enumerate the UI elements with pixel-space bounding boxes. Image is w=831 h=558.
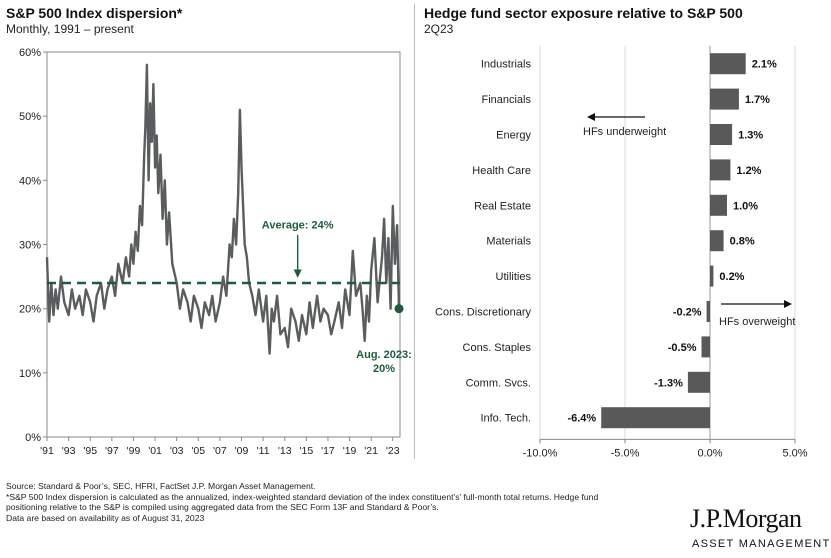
latest-point (394, 304, 404, 314)
y-tick-label: 0% (25, 432, 41, 444)
y-tick-label: 40% (19, 175, 41, 187)
bar-value-label: 1.3% (738, 130, 763, 142)
bar-value-label: -0.2% (673, 307, 702, 319)
category-label: Real Estate (474, 200, 531, 212)
bar-cons-staples (701, 336, 710, 358)
category-label: Cons. Staples (463, 342, 532, 354)
y-tick-label: 20% (19, 304, 41, 316)
x-tick-label: -10.0% (523, 447, 558, 459)
category-label: Comm. Svcs. (466, 377, 531, 389)
bar-real-estate (710, 194, 727, 216)
x-tick-label: '09 (235, 445, 249, 457)
x-tick-label: 5.0% (782, 447, 807, 459)
bar-financials (710, 88, 739, 110)
underweight-label: HFs underweight (583, 126, 666, 138)
bar-value-label: 2.1% (752, 59, 777, 71)
bar-comm-svcs (687, 371, 710, 393)
bar-value-label: -6.4% (567, 413, 596, 425)
category-label: Materials (486, 236, 531, 248)
bar-materials (710, 230, 724, 252)
dispersion-chart-title: S&P 500 Index dispersion* (6, 5, 183, 21)
bar-info-tech (601, 407, 710, 429)
overweight-label: HFs overweight (719, 316, 795, 328)
bar-cons-discretionary (706, 301, 710, 322)
bar-value-label: 1.2% (736, 165, 761, 177)
x-tick-label: 0.0% (697, 447, 722, 459)
bar-value-label: 0.2% (719, 271, 744, 283)
footer-note-2: positioning relative to the S&P is compi… (6, 502, 439, 513)
x-tick-label: '15 (299, 445, 313, 457)
bar-energy (710, 124, 733, 145)
dispersion-series-line (45, 63, 401, 355)
bar-industrials (710, 53, 746, 75)
x-tick-label: -5.0% (611, 447, 640, 459)
bar-value-label: 1.7% (745, 94, 770, 106)
x-tick-label: '95 (83, 445, 97, 457)
y-tick-label: 50% (19, 111, 41, 123)
asset-management-logo-text: ASSET MANAGEMENT (692, 538, 831, 550)
bar-health-care (710, 159, 731, 181)
plot-frame (46, 51, 401, 438)
bar-value-label: 1.0% (733, 200, 758, 212)
category-label: Utilities (496, 271, 532, 283)
exposure-bar-chart: Industrials Financials Energy Health Care Re… (435, 46, 808, 459)
x-tick-label: '03 (170, 445, 184, 457)
bar-value-label: -0.5% (668, 342, 697, 354)
footer-source: Source: Standard & Poor’s, SEC, HFRI, Fa… (6, 481, 316, 491)
x-tick-label: '19 (343, 445, 357, 457)
category-label: Info. Tech. (480, 413, 531, 425)
dispersion-chart-subtitle: Monthly, 1991 – present (6, 22, 134, 36)
category-label: Energy (496, 130, 531, 142)
exposure-chart-subtitle: 2Q23 (424, 22, 454, 36)
y-tick-label: 60% (19, 47, 41, 59)
bar-utilities (710, 265, 714, 287)
x-tick-label: '91 (40, 445, 54, 457)
footer-note-1: *S&P 500 Index dispersion is calculated … (6, 491, 599, 502)
category-label: Cons. Discretionary (435, 307, 531, 319)
overweight-annotation: HFs overweight (719, 300, 795, 328)
x-tick-label: '21 (364, 445, 378, 457)
x-tick-label: '13 (278, 445, 292, 457)
exposure-chart-title: Hedge fund sector exposure relative to S… (424, 5, 743, 21)
y-tick-label: 30% (19, 240, 41, 252)
dispersion-line-chart: 0% 10% 20% 30% 40% 50% 60% '91 '93 '95 '97 '99 '01 '… (19, 47, 412, 457)
average-label: Average: 24% (262, 219, 334, 231)
underweight-annotation: HFs underweight (583, 113, 666, 138)
footer-notes: Source: Standard & Poor’s, SEC, HFRI, Fa… (6, 481, 666, 523)
latest-label-line1: Aug. 2023: (356, 349, 412, 361)
x-tick-label: '99 (127, 445, 141, 457)
latest-label-line2: 20% (373, 363, 395, 375)
average-arrow (293, 234, 302, 278)
chart-divider (414, 4, 415, 459)
x-tick-label: '07 (213, 445, 227, 457)
x-tick-label: '23 (386, 445, 400, 457)
x-tick-label: '11 (257, 445, 270, 457)
x-tick-label: '01 (148, 445, 162, 457)
bar-value-label: -1.3% (654, 377, 683, 389)
x-tick-label: '97 (105, 445, 119, 457)
x-tick-label: '17 (321, 445, 335, 457)
x-tick-label: '05 (191, 445, 205, 457)
category-label: Industrials (481, 59, 532, 71)
jpmorgan-logo: J.P.Morgan (690, 504, 802, 533)
footer-availability: Data are based on availability as of Aug… (6, 512, 205, 523)
bar-value-label: 0.8% (730, 236, 755, 248)
y-tick-label: 10% (19, 368, 41, 380)
x-tick-label: '93 (62, 445, 76, 457)
category-label: Financials (481, 94, 531, 106)
category-label: Health Care (472, 165, 531, 177)
